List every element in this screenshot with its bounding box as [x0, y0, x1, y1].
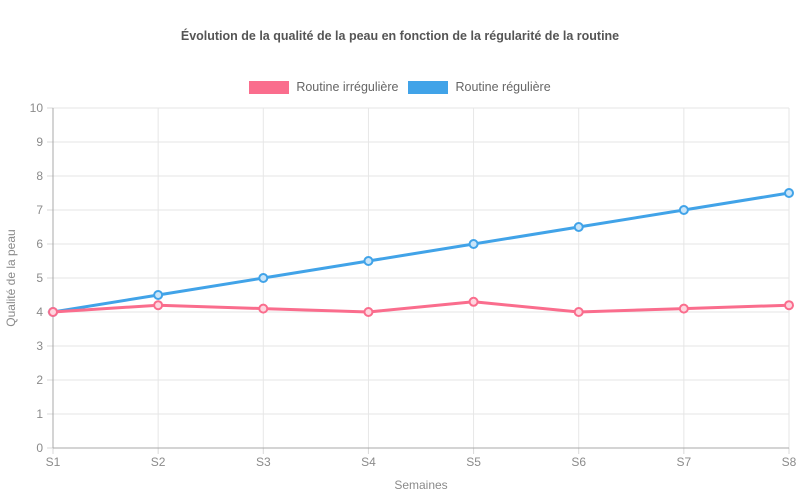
- y-tick-label: 6: [36, 237, 43, 251]
- legend-swatch-routine-irreguliere: [249, 80, 290, 94]
- y-tick-label: 2: [36, 373, 43, 387]
- x-tick-label: S4: [361, 455, 376, 469]
- y-axis-title: Qualité de la peau: [4, 229, 18, 326]
- y-tick-label: 4: [36, 305, 43, 319]
- y-tick-label: 9: [36, 135, 43, 149]
- data-point-0-S8[interactable]: [784, 300, 794, 311]
- y-tick-label: 10: [30, 101, 44, 115]
- chart-title: Évolution de la qualité de la peau en fo…: [180, 29, 620, 43]
- data-point-0-S4[interactable]: [363, 307, 374, 317]
- data-point-0-S7[interactable]: [678, 303, 689, 314]
- data-point-1-S5[interactable]: [468, 239, 479, 249]
- x-tick-label: S3: [256, 455, 271, 469]
- legend-label-routine-reguliere: Routine régulière: [455, 80, 551, 94]
- y-tick-label: 5: [36, 271, 43, 285]
- data-point-0-S2[interactable]: [153, 300, 164, 311]
- x-axis-title: Semaines: [394, 478, 447, 492]
- data-point-1-S3[interactable]: [258, 273, 269, 283]
- data-point-1-S7[interactable]: [678, 205, 689, 215]
- y-tick-label: 1: [36, 407, 43, 421]
- x-tick-label: S7: [677, 455, 692, 469]
- y-tick-label: 8: [36, 169, 43, 183]
- y-tick-label: 0: [36, 441, 43, 455]
- legend-label-routine-irreguliere: Routine irrégulière: [296, 80, 399, 94]
- y-tick-label: 3: [36, 339, 43, 353]
- x-tick-label: S1: [46, 455, 61, 469]
- data-point-0-S5[interactable]: [468, 296, 479, 307]
- legend-swatch-routine-reguliere: [408, 80, 449, 94]
- series-line-0: [51, 300, 791, 314]
- x-tick-label: S5: [466, 455, 481, 469]
- chart-legend: Routine irrégulière Routine régulière: [0, 80, 800, 94]
- data-point-1-S4[interactable]: [363, 256, 374, 266]
- x-tick-label: S6: [571, 455, 586, 469]
- legend-item-routine-irreguliere[interactable]: Routine irrégulière: [249, 80, 398, 94]
- x-tick-label: S8: [782, 455, 797, 469]
- data-point-0-S3[interactable]: [258, 303, 269, 314]
- data-point-0-S6[interactable]: [573, 307, 584, 317]
- data-point-1-S2[interactable]: [153, 290, 164, 300]
- legend-item-routine-reguliere[interactable]: Routine régulière: [408, 80, 551, 94]
- x-tick-label: S2: [151, 455, 166, 469]
- series-line-1: [51, 191, 791, 314]
- data-point-1-S8[interactable]: [784, 188, 794, 198]
- data-point-1-S6[interactable]: [573, 222, 584, 232]
- data-point-0-S1[interactable]: [48, 307, 58, 317]
- y-tick-label: 7: [36, 203, 43, 217]
